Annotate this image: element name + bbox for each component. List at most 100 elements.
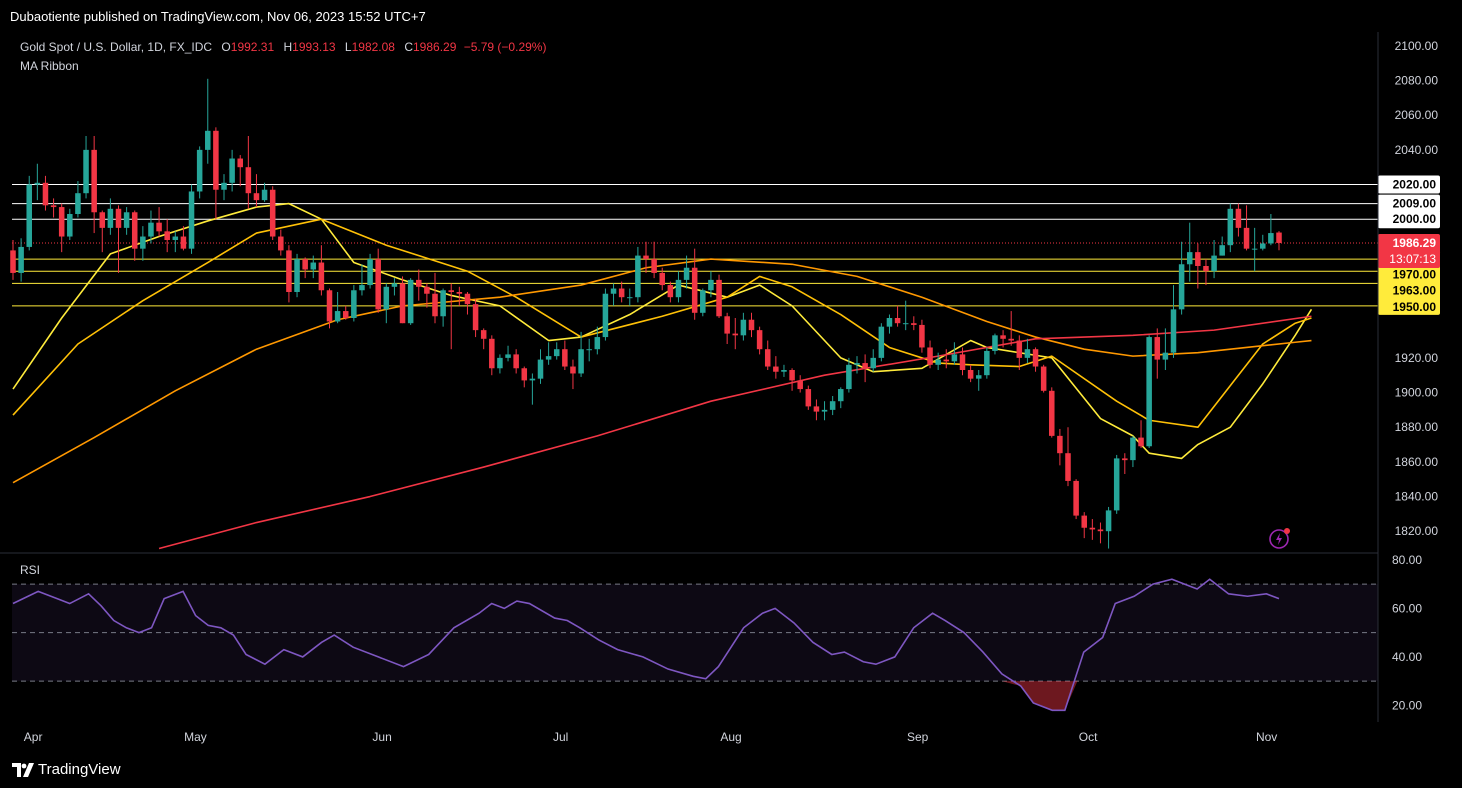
candle <box>172 231 179 253</box>
open-value: 1992.31 <box>230 40 275 54</box>
candle <box>1122 453 1128 474</box>
candle <box>862 354 868 383</box>
rsi-tick-label: 60.00 <box>1392 601 1422 615</box>
candle <box>724 312 730 344</box>
ma-line <box>12 258 1312 484</box>
tradingview-brand[interactable]: TradingView <box>38 761 121 778</box>
candle <box>602 288 609 341</box>
candle <box>342 305 349 320</box>
flash-icon[interactable] <box>1268 526 1292 550</box>
candle <box>610 283 617 306</box>
candle <box>148 210 154 244</box>
candle <box>902 300 909 331</box>
candle <box>919 319 925 353</box>
low-label: L <box>344 40 352 54</box>
high-label: H <box>283 40 293 54</box>
ma-ribbon <box>12 202 1313 550</box>
candle <box>229 149 235 192</box>
candle <box>464 292 471 315</box>
candle <box>1105 506 1112 549</box>
candle <box>1089 519 1096 540</box>
candle <box>967 364 974 383</box>
candle <box>1260 234 1266 251</box>
candle <box>1113 454 1120 514</box>
candle <box>359 264 365 296</box>
candle <box>269 186 276 240</box>
candle <box>456 286 463 306</box>
candle <box>1276 231 1282 251</box>
candle <box>1024 338 1031 364</box>
countdown-tag: 13:07:13 <box>1389 252 1436 266</box>
candle <box>1227 203 1234 253</box>
chart-canvas[interactable]: 1820.00 1840.00 1860.00 1880.00 1900.00 1920.… <box>0 32 1462 754</box>
candle <box>1138 420 1144 448</box>
price-tick-label: 1820.00 <box>1395 524 1439 538</box>
low-value: 1982.08 <box>351 40 395 54</box>
price-tick-label: 1860.00 <box>1395 455 1439 469</box>
tradingview-logo-icon[interactable] <box>12 763 34 777</box>
candle <box>140 226 146 261</box>
candle <box>838 387 844 409</box>
ma-line <box>158 315 1312 550</box>
candle <box>261 182 268 202</box>
candle <box>740 312 747 341</box>
publisher-text: Dubaotiente published on TradingView.com… <box>10 9 426 24</box>
candle <box>513 349 519 374</box>
last-price-tag: 1986.29 <box>1393 236 1437 250</box>
candle <box>781 364 787 377</box>
indicator-legend[interactable]: MA Ribbon <box>20 59 79 73</box>
price-tick-label: 2080.00 <box>1395 74 1439 88</box>
candle <box>383 283 390 324</box>
rsi-tick-label: 20.00 <box>1392 698 1422 712</box>
candle <box>123 207 130 235</box>
candle <box>789 368 795 391</box>
candle <box>529 373 536 405</box>
candle <box>424 283 430 308</box>
candle <box>1203 259 1209 286</box>
change-value: −5.79 (−0.29%) <box>463 40 547 54</box>
candle <box>992 333 998 355</box>
price-tick-label: 2040.00 <box>1395 143 1439 157</box>
candle <box>1251 227 1258 272</box>
last-price-tag-bg <box>1378 233 1440 268</box>
candle <box>91 136 97 234</box>
symbol-name[interactable]: Gold Spot / U.S. Dollar, 1D, FX_IDC <box>20 40 213 54</box>
candle <box>50 198 57 218</box>
candle <box>1162 328 1169 370</box>
candle <box>594 326 601 355</box>
candle <box>1008 311 1014 346</box>
candle <box>911 316 917 331</box>
candle <box>1219 236 1225 256</box>
rsi-line <box>12 578 1280 712</box>
level-tag: 1950.00 <box>1393 300 1437 314</box>
candle <box>675 271 682 303</box>
candle <box>1178 241 1185 315</box>
candle <box>562 340 568 370</box>
candle <box>1016 335 1023 370</box>
candle <box>505 345 511 362</box>
price-tags: 2020.002009.002000.001977.001970.001963.… <box>1378 175 1440 315</box>
candle <box>1170 285 1177 358</box>
rsi-legend[interactable]: RSI <box>20 563 41 577</box>
candle <box>829 396 836 416</box>
rsi-oversold-fill <box>1001 681 1078 711</box>
time-axis: Apr May Jun Jul Aug Sep Oct Nov <box>24 730 1278 744</box>
candle <box>975 370 982 391</box>
candle <box>537 349 544 384</box>
level-tag: 2000.00 <box>1393 212 1437 226</box>
candle <box>416 269 422 301</box>
rsi-tick-label: 40.00 <box>1392 650 1422 664</box>
candle <box>107 198 114 235</box>
candle <box>67 208 73 240</box>
candle <box>716 274 722 318</box>
candle <box>1032 347 1039 372</box>
price-pane-bg <box>0 32 1378 552</box>
candle <box>407 278 414 325</box>
candle <box>821 401 828 421</box>
candle <box>245 136 252 209</box>
candle <box>318 245 325 296</box>
candle <box>448 283 454 350</box>
candle <box>326 288 333 329</box>
candle <box>1073 479 1079 520</box>
price-tick-label: 2060.00 <box>1395 108 1439 122</box>
